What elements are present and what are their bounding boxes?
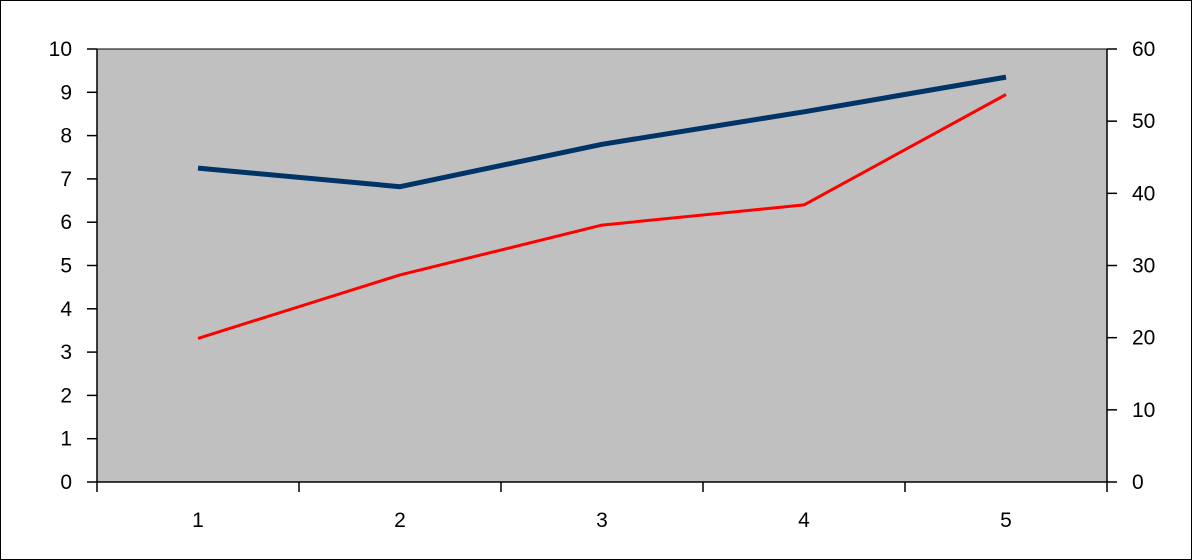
series-line-1 [197,74,1007,190]
y-left-tick-label: 0 [60,471,72,494]
x-tick-label: 4 [798,509,810,532]
y-left-tick-label: 2 [60,384,72,407]
y-right-tick-label: 40 [1132,182,1155,205]
y-left-tick-label: 1 [60,428,72,451]
y-right-tick-label: 60 [1132,38,1155,61]
y-right-tick-label: 0 [1132,471,1144,494]
y-left-tick-label: 3 [60,341,72,364]
y-left-tick-label: 9 [60,81,72,104]
y-right-tick-label: 10 [1132,399,1155,422]
y-left-tick-label: 5 [60,255,72,278]
y-right-tick-label: 20 [1132,327,1155,350]
x-tick-label: 5 [1000,509,1012,532]
y-left-tick-label: 8 [60,125,72,148]
y-right-tick-label: 30 [1132,255,1155,278]
x-tick-label: 3 [596,509,608,532]
y-right-tick-label: 50 [1132,110,1155,133]
x-tick-label: 1 [192,509,204,532]
series-line-2 [197,93,1007,340]
y-left-tick-label: 10 [49,38,72,61]
plot-area [96,48,1108,483]
x-tick-label: 2 [394,509,406,532]
y-left-tick-label: 4 [60,298,72,321]
series-layer [197,74,1007,340]
y-left-tick-label: 6 [60,211,72,234]
y-left-tick-label: 7 [60,168,72,191]
axis-layer: 0 1 2 3 4 5 6 7 8 9 10 0 10 20 30 40 50 60 1 2 3 4 5 [49,38,1156,532]
